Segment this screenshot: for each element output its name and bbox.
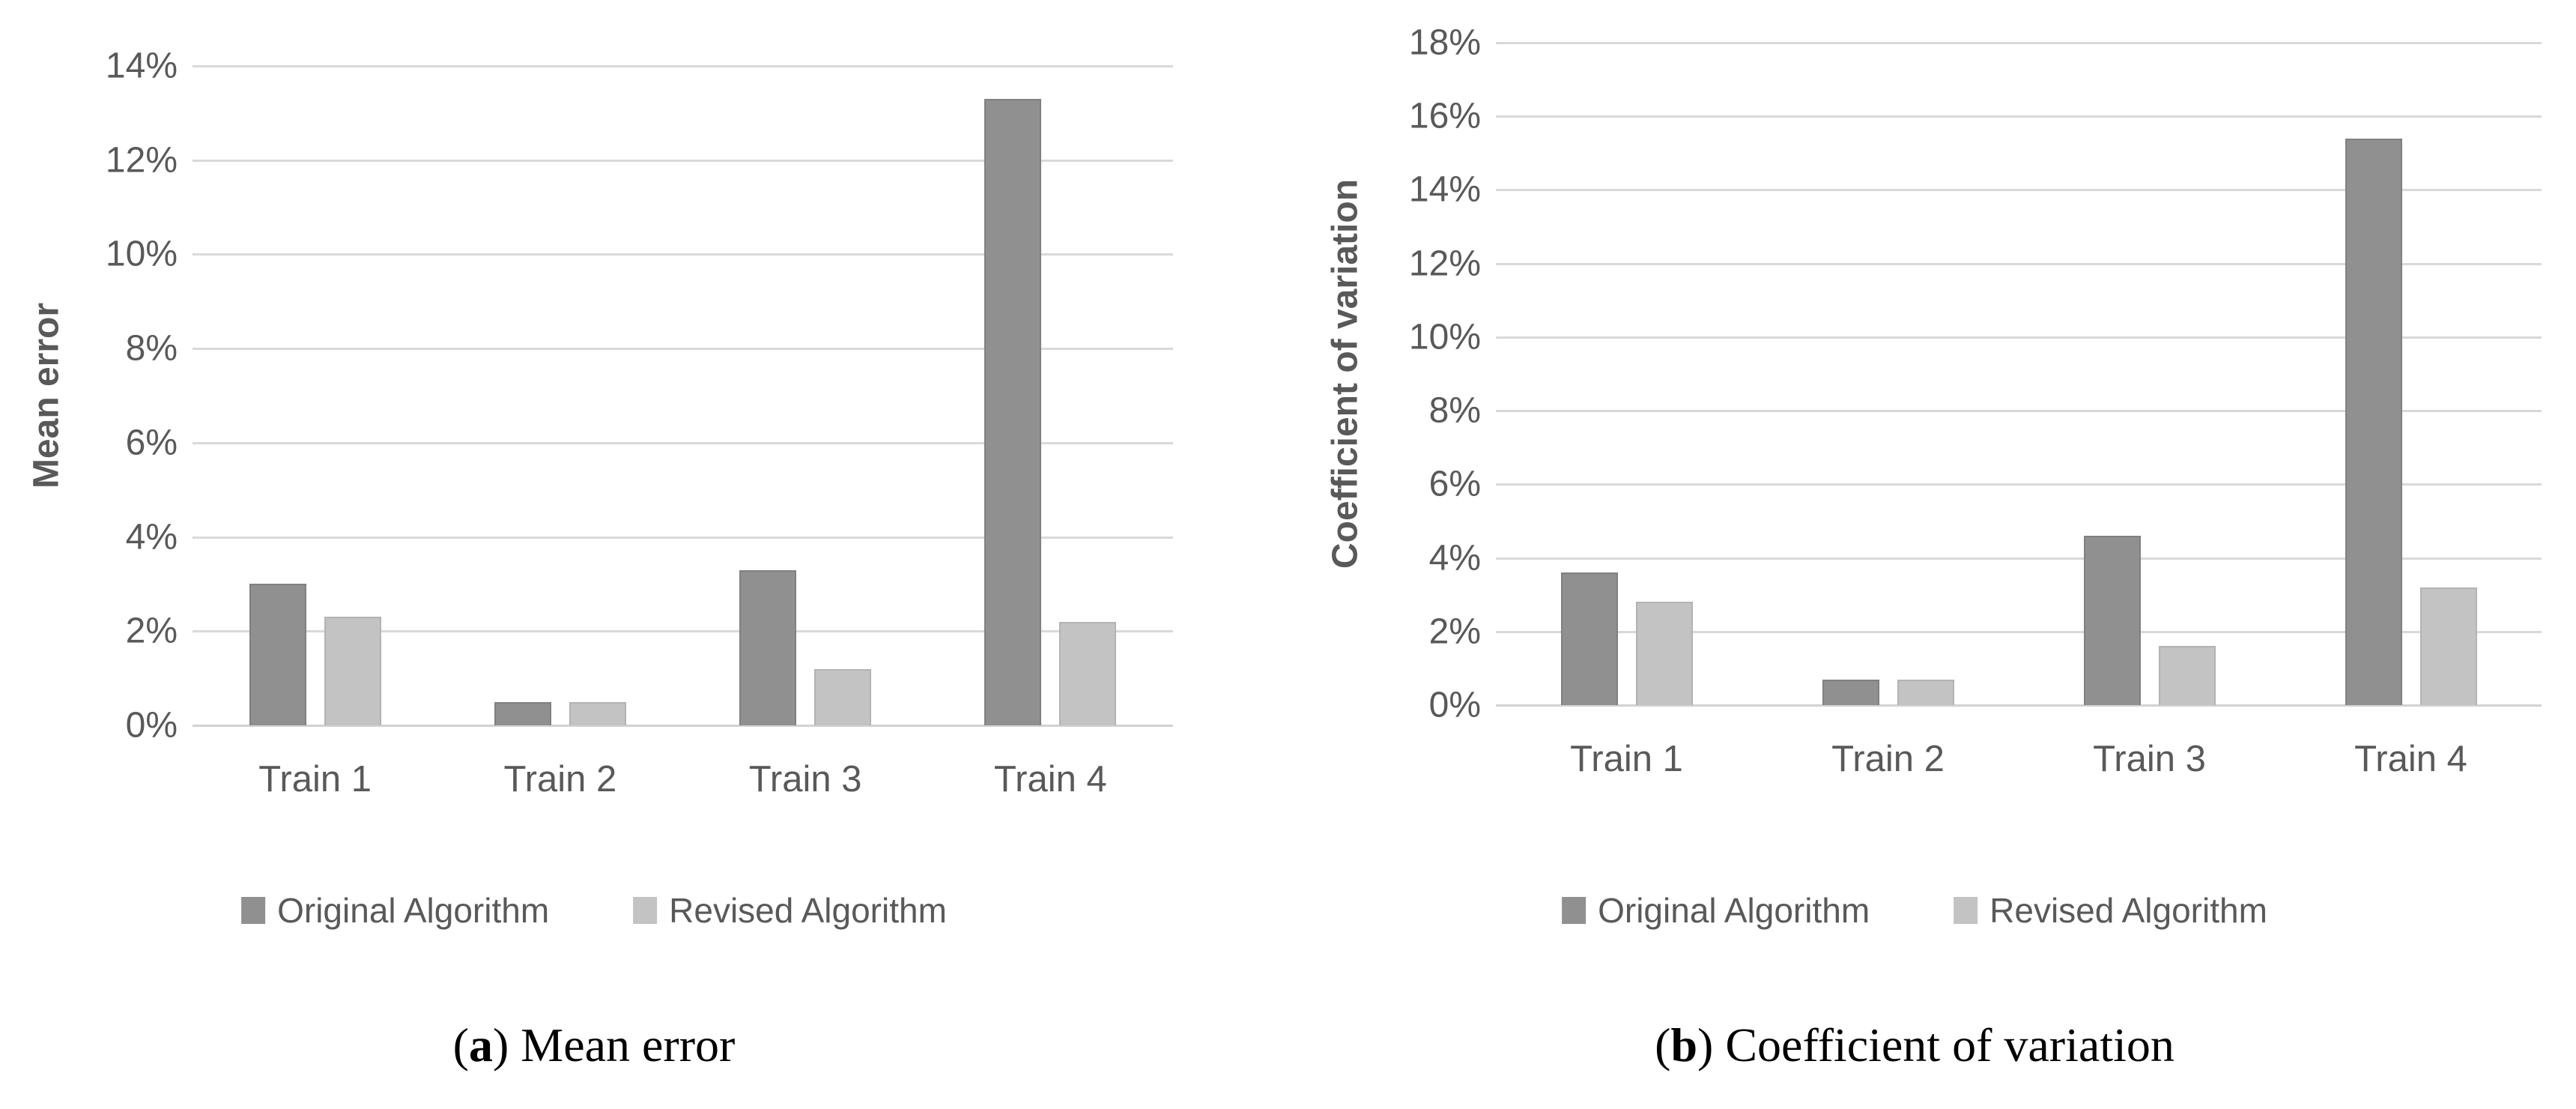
gridline <box>193 159 1173 162</box>
gridline <box>1496 262 2542 265</box>
bar-original-train-3 <box>2083 536 2141 705</box>
gridline <box>193 253 1173 256</box>
x-category-label: Train 3 <box>748 759 862 800</box>
legend: Original Algorithm Revised Algorithm <box>241 890 947 931</box>
y-tick-label: 10% <box>105 234 178 274</box>
original-algorithm-swatch-icon <box>241 897 266 924</box>
legend-label: Original Algorithm <box>277 891 550 930</box>
gridline <box>1496 630 2542 633</box>
revised-algorithm-swatch-icon <box>1954 897 1978 924</box>
gridline <box>1496 483 2542 486</box>
caption-text: Mean error <box>521 1018 736 1072</box>
y-tick-label: 12% <box>105 140 178 181</box>
caption-letter: b <box>1670 1018 1698 1072</box>
gridline <box>1496 336 2542 339</box>
bar-revised-train-4 <box>1059 621 1117 725</box>
y-tick-label: 6% <box>125 423 178 463</box>
y-tick-label: 2% <box>1428 611 1481 652</box>
x-category-label: Train 4 <box>994 759 1107 800</box>
y-axis-title: Coefficient of variation <box>1325 178 1366 569</box>
legend: Original Algorithm Revised Algorithm <box>1562 890 2267 931</box>
bar-original-train-2 <box>494 701 551 725</box>
x-axis-line <box>1496 704 2542 707</box>
subfigure-caption-a: (a) Mean error <box>452 1018 736 1072</box>
legend-item-original: Original Algorithm <box>1562 890 1870 931</box>
y-tick-label: 18% <box>1408 22 1481 63</box>
y-tick-label: 8% <box>125 328 178 369</box>
x-category-label: Train 1 <box>258 759 372 800</box>
bar-original-train-3 <box>739 569 797 725</box>
x-category-label: Train 1 <box>1570 739 1683 779</box>
gridline <box>1496 189 2542 192</box>
x-category-label: Train 3 <box>2093 739 2206 779</box>
gridline <box>1496 115 2542 118</box>
y-tick-label: 2% <box>125 611 178 651</box>
bar-original-train-4 <box>984 99 1042 725</box>
y-tick-label: 10% <box>1408 317 1481 357</box>
legend-item-revised: Revised Algorithm <box>1954 890 2267 931</box>
x-category-label: Train 2 <box>503 759 617 800</box>
y-tick-label: 0% <box>125 705 178 746</box>
legend-item-revised: Revised Algorithm <box>633 890 947 931</box>
bar-revised-train-2 <box>1897 679 1954 705</box>
gridline <box>193 630 1173 633</box>
bar-revised-train-4 <box>2419 587 2477 705</box>
bar-original-train-2 <box>1822 679 1879 705</box>
bar-original-train-1 <box>249 584 306 725</box>
gridline <box>1496 42 2542 44</box>
x-category-label: Train 2 <box>1831 739 1945 779</box>
gridline <box>193 348 1173 351</box>
legend-label: Original Algorithm <box>1598 891 1870 930</box>
gridline <box>1496 410 2542 413</box>
y-tick-label: 4% <box>1428 538 1481 578</box>
legend-label: Revised Algorithm <box>669 891 947 930</box>
plot-area <box>1496 42 2542 707</box>
y-tick-label: 6% <box>1428 464 1481 504</box>
bar-original-train-1 <box>1560 572 1618 705</box>
y-tick-label: 14% <box>105 46 178 86</box>
plot-area <box>193 65 1173 727</box>
bar-revised-train-2 <box>569 701 626 725</box>
y-tick-label: 16% <box>1408 96 1481 136</box>
bar-original-train-4 <box>2345 138 2402 705</box>
y-tick-label: 12% <box>1408 244 1481 284</box>
legend-label: Revised Algorithm <box>1989 891 2267 930</box>
gridline <box>193 536 1173 539</box>
y-tick-label: 4% <box>125 517 178 557</box>
y-tick-label: 0% <box>1428 685 1481 725</box>
gridline <box>193 441 1173 444</box>
caption-letter: a <box>468 1018 493 1072</box>
gridline <box>1496 557 2542 560</box>
bar-revised-train-1 <box>1635 602 1693 705</box>
x-category-label: Train 4 <box>2354 739 2467 779</box>
original-algorithm-swatch-icon <box>1562 897 1586 924</box>
legend-item-original: Original Algorithm <box>241 890 549 931</box>
subfigure-caption-b: (b) Coefficient of variation <box>1655 1018 2175 1072</box>
bar-revised-train-3 <box>814 668 872 725</box>
bar-revised-train-3 <box>2158 646 2216 705</box>
revised-algorithm-swatch-icon <box>633 897 658 924</box>
caption-text: Coefficient of variation <box>1725 1018 2175 1072</box>
x-axis-line <box>193 725 1173 727</box>
y-tick-label: 14% <box>1408 169 1481 210</box>
bar-revised-train-1 <box>324 617 381 725</box>
gridline <box>193 65 1173 67</box>
y-tick-label: 8% <box>1428 390 1481 431</box>
